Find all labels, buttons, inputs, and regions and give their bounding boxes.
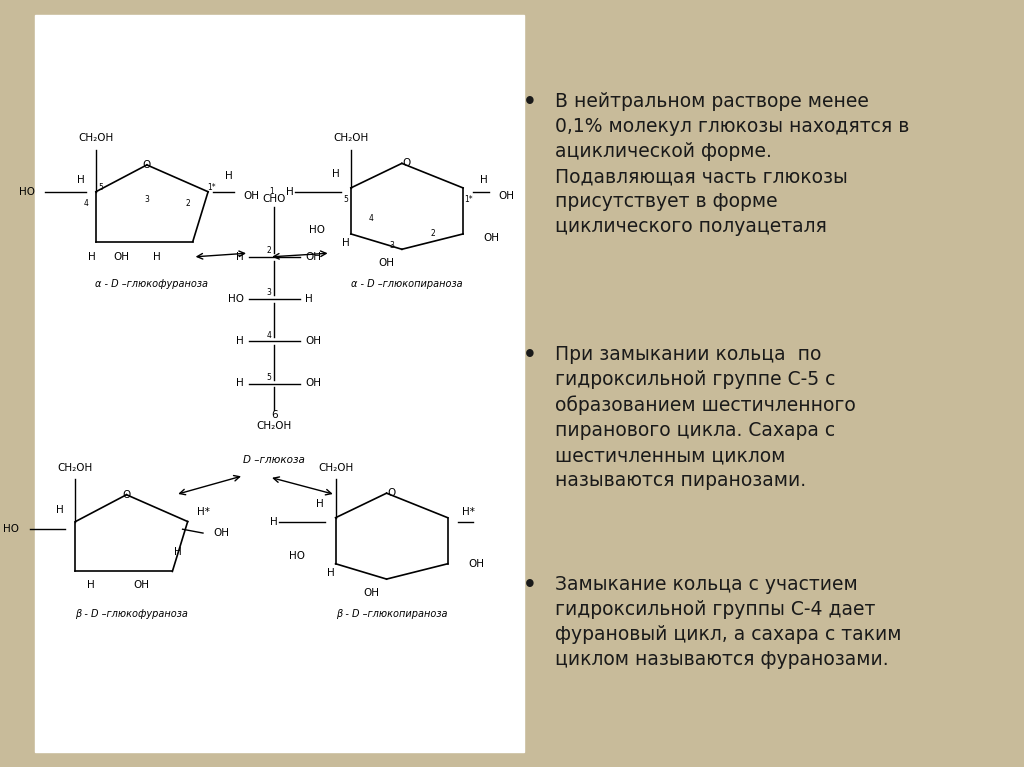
Text: H: H <box>332 169 339 179</box>
FancyBboxPatch shape <box>35 15 524 752</box>
Text: β - D –глюкофураноза: β - D –глюкофураноза <box>75 608 188 619</box>
Text: •: • <box>522 345 537 365</box>
Text: OH: OH <box>305 252 321 262</box>
Text: 3: 3 <box>144 195 150 204</box>
Text: CH₂OH: CH₂OH <box>333 133 369 143</box>
Text: H*: H* <box>462 506 474 517</box>
Text: 1*: 1* <box>207 183 215 193</box>
Text: H: H <box>479 175 487 186</box>
Text: CH₂OH: CH₂OH <box>317 463 353 473</box>
Text: H: H <box>154 252 161 262</box>
Text: OH: OH <box>364 588 379 598</box>
Text: 5: 5 <box>343 195 348 204</box>
Text: 2: 2 <box>430 229 435 239</box>
Text: α - D –глюкопираноза: α - D –глюкопираноза <box>351 278 463 289</box>
Text: β - D –глюкопираноза: β - D –глюкопираноза <box>336 608 447 619</box>
Text: •: • <box>522 575 537 595</box>
Text: •: • <box>522 92 537 112</box>
Text: OH: OH <box>379 258 394 268</box>
Text: CH₂OH: CH₂OH <box>78 133 114 143</box>
Text: O: O <box>142 160 151 170</box>
Text: H: H <box>305 294 312 304</box>
Text: H: H <box>236 252 244 262</box>
Text: O: O <box>387 488 396 499</box>
Text: В нейтральном растворе менее
0,1% молекул глюкозы находятся в
ациклической форме: В нейтральном растворе менее 0,1% молеку… <box>555 92 909 236</box>
Text: Замыкание кольца с участием
гидроксильной группы С-4 дает
фурановый цикл, а саха: Замыкание кольца с участием гидроксильно… <box>555 575 901 670</box>
Text: H: H <box>342 238 349 249</box>
Text: H: H <box>236 336 244 347</box>
Text: D –глюкоза: D –глюкоза <box>244 455 305 466</box>
Text: 3: 3 <box>389 241 394 250</box>
Text: OH: OH <box>213 528 229 538</box>
Text: α - D –глюкофураноза: α - D –глюкофураноза <box>95 278 209 289</box>
Text: OH: OH <box>244 190 260 201</box>
Text: H: H <box>174 547 181 558</box>
Text: 6
CH₂OH: 6 CH₂OH <box>257 410 292 431</box>
Text: O: O <box>402 158 411 169</box>
Text: 4: 4 <box>267 331 271 340</box>
Text: OH: OH <box>114 252 129 262</box>
Text: H: H <box>224 171 232 182</box>
Text: OH: OH <box>499 190 515 201</box>
Text: HO: HO <box>289 551 305 561</box>
Text: H: H <box>56 505 65 515</box>
Text: CH₂OH: CH₂OH <box>58 463 93 473</box>
Text: OH: OH <box>134 580 150 591</box>
Text: 4: 4 <box>369 214 374 223</box>
Text: H: H <box>236 378 244 389</box>
Text: H*: H* <box>197 506 210 517</box>
Text: 1: 1 <box>269 187 274 196</box>
Text: H: H <box>88 252 96 262</box>
Text: OH: OH <box>468 558 484 569</box>
Text: CHO: CHO <box>263 194 286 205</box>
Text: H: H <box>327 568 335 578</box>
Text: HO: HO <box>3 524 19 535</box>
Text: H: H <box>77 175 84 186</box>
Text: H: H <box>316 499 325 509</box>
Text: HO: HO <box>227 294 244 304</box>
Text: H: H <box>286 186 294 197</box>
Text: HO: HO <box>309 225 326 235</box>
Text: OH: OH <box>483 232 500 243</box>
Text: H: H <box>87 580 94 591</box>
Text: H: H <box>270 516 279 527</box>
Text: O: O <box>122 489 131 500</box>
Text: 2: 2 <box>267 246 271 255</box>
Text: 1*: 1* <box>464 195 472 204</box>
Text: 5: 5 <box>98 183 103 193</box>
Text: OH: OH <box>305 336 321 347</box>
Text: 3: 3 <box>267 288 271 298</box>
Text: 2: 2 <box>185 199 190 208</box>
Text: При замыкании кольца  по
гидроксильной группе С-5 с
образованием шестичленного
п: При замыкании кольца по гидроксильной гр… <box>555 345 856 490</box>
Text: HO: HO <box>18 186 35 197</box>
Text: OH: OH <box>305 378 321 389</box>
Text: 5: 5 <box>267 373 271 382</box>
Text: 4: 4 <box>83 199 88 208</box>
